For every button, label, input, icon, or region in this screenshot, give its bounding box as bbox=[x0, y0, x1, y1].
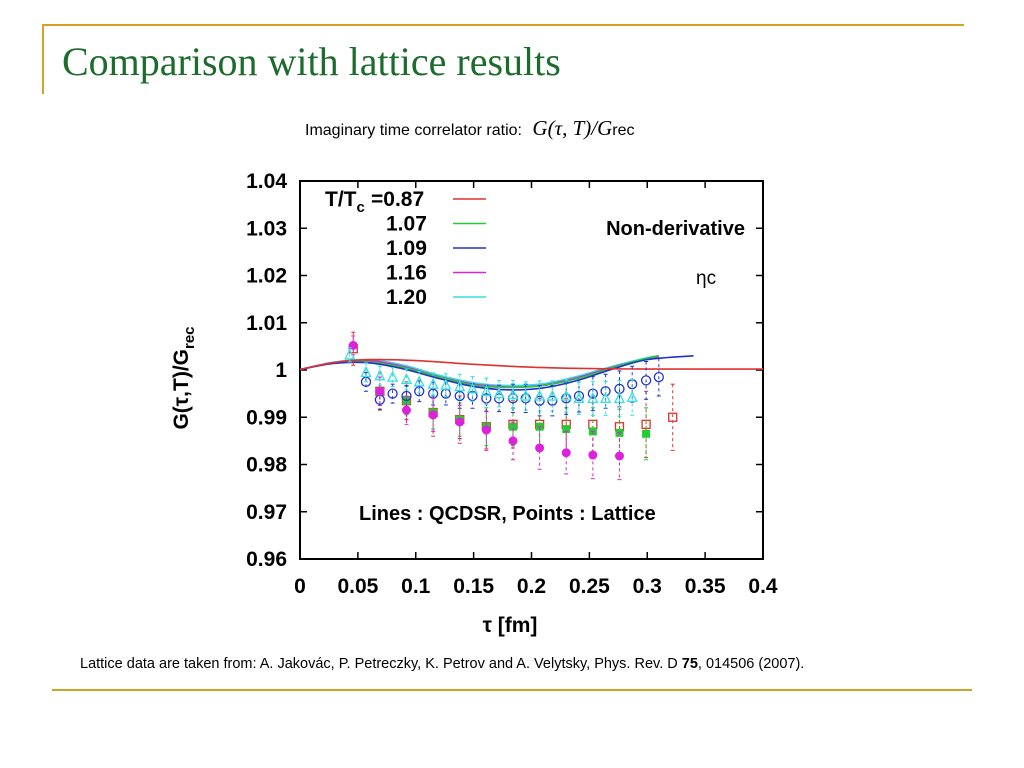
x-tick-label: 0.4 bbox=[748, 575, 778, 598]
x-tick-label: 0.35 bbox=[685, 575, 726, 598]
axis-ticks: 0 0.05 0.1 0.15 0.2 0.25 0.3 0.35 0.4 0.96 0.97 0.9… bbox=[246, 170, 778, 598]
x-tick-label: 0.3 bbox=[633, 575, 662, 598]
lattice-point bbox=[626, 390, 638, 403]
lattice-point bbox=[613, 391, 626, 404]
subtitle-formula-main: G(τ, T)/G bbox=[532, 116, 613, 140]
lattice-point bbox=[587, 391, 599, 404]
lattice-point bbox=[573, 391, 585, 404]
y-tick-label: 1.04 bbox=[246, 170, 287, 193]
lattice-point bbox=[387, 370, 399, 382]
x-tick-label: 0.25 bbox=[569, 575, 610, 598]
lattice-point bbox=[428, 410, 438, 420]
y-axis-title-sub: rec bbox=[181, 326, 198, 349]
legend-label-1-07: 1.07 bbox=[386, 213, 427, 236]
y-axis-title: G(τ,T)/Grec bbox=[170, 326, 198, 429]
legend-label-1-16: 1.16 bbox=[386, 262, 427, 285]
lattice-point bbox=[668, 412, 678, 422]
lattice-point bbox=[454, 380, 466, 392]
subtitle-formula: G(τ, T)/Grec bbox=[532, 116, 634, 140]
lattice-point bbox=[360, 365, 372, 378]
lattice-point bbox=[642, 429, 651, 438]
lattice-point bbox=[508, 436, 518, 446]
x-tick-label: 0.2 bbox=[517, 575, 546, 598]
y-tick-label: 0.98 bbox=[246, 454, 287, 477]
lattice-point bbox=[374, 369, 386, 381]
subtitle-formula-sub: rec bbox=[612, 122, 635, 139]
lattice-point bbox=[481, 425, 491, 435]
x-tick-label: 0.1 bbox=[401, 575, 431, 598]
y-tick-label: 1.01 bbox=[246, 312, 287, 335]
y-tick-label: 0.97 bbox=[246, 501, 287, 524]
citation-text: Lattice data are taken from: A. Jakovác,… bbox=[80, 656, 682, 672]
lattice-point bbox=[413, 375, 425, 387]
lattice-point bbox=[535, 443, 545, 453]
lattice-point bbox=[454, 390, 465, 402]
lattice-point bbox=[401, 405, 411, 415]
y-axis-title-main: G(τ,T)/G bbox=[170, 349, 193, 430]
legend: =0.871.071.091.161.20 bbox=[371, 188, 486, 309]
lattice-point bbox=[414, 386, 425, 397]
correlator-ratio-chart: 0 0.05 0.1 0.15 0.2 0.25 0.3 0.35 0.4 0.96 0.97 0.9… bbox=[170, 170, 778, 637]
lattice-point bbox=[466, 382, 479, 394]
left-rule bbox=[42, 24, 44, 94]
lattice-point bbox=[653, 371, 664, 383]
lattice-point bbox=[400, 372, 413, 385]
lattice-point bbox=[480, 384, 492, 396]
y-tick-label: 0.99 bbox=[246, 406, 287, 429]
qcdsr-line-0-87 bbox=[299, 358, 763, 371]
legend-header-main: T/T bbox=[325, 188, 357, 211]
y-tick-label: 1 bbox=[275, 359, 287, 382]
qcdsr-line-1-07 bbox=[299, 355, 659, 389]
y-tick-label: 1.03 bbox=[246, 217, 287, 240]
lattice-point bbox=[562, 425, 571, 434]
lattice-point bbox=[440, 378, 452, 390]
lines-points-note: Lines : QCDSR, Points : Lattice bbox=[359, 503, 656, 525]
x-axis-title: τ [fm] bbox=[483, 614, 538, 637]
lattice-point bbox=[387, 388, 398, 399]
slide-title: Comparison with lattice results bbox=[62, 39, 561, 84]
lattice-point bbox=[507, 388, 519, 400]
lattice-point bbox=[401, 390, 412, 402]
lattice-point bbox=[614, 451, 624, 461]
lattice-point bbox=[493, 387, 505, 399]
top-rule bbox=[42, 24, 964, 26]
lattice-point bbox=[508, 422, 517, 431]
lattice-point bbox=[375, 386, 385, 396]
lattice-point bbox=[640, 375, 652, 386]
legend-header-sub: c bbox=[357, 199, 365, 216]
lattice-point bbox=[588, 450, 598, 460]
y-tick-label: 0.96 bbox=[246, 548, 287, 571]
lattice-point bbox=[561, 448, 571, 458]
citation-tail: , 014506 (2007). bbox=[697, 656, 805, 672]
legend-label-0-87: =0.87 bbox=[371, 188, 424, 211]
lattice-point bbox=[520, 389, 532, 401]
subtitle-prefix: Imaginary time correlator ratio: bbox=[305, 122, 522, 139]
x-tick-label: 0 bbox=[294, 575, 306, 598]
legend-label-1-20: 1.20 bbox=[386, 286, 427, 309]
citation: Lattice data are taken from: A. Jakovác,… bbox=[80, 656, 804, 672]
lattice-point bbox=[560, 389, 572, 401]
lattice-points bbox=[344, 331, 678, 481]
lattice-point bbox=[546, 389, 558, 401]
x-tick-label: 0.05 bbox=[337, 575, 378, 598]
x-tick-label: 0.15 bbox=[453, 575, 494, 598]
lattice-point bbox=[455, 417, 465, 427]
lattice-point bbox=[427, 377, 439, 389]
citation-volume: 75 bbox=[681, 656, 698, 672]
y-tick-label: 1.02 bbox=[246, 265, 287, 288]
chart-subtitle: Imaginary time correlator ratio: G(τ, T)… bbox=[305, 116, 635, 141]
bottom-rule bbox=[52, 689, 972, 691]
mode-annotation: Non-derivative bbox=[606, 218, 745, 240]
state-annotation: ηc bbox=[696, 268, 716, 289]
lattice-point bbox=[600, 391, 612, 404]
legend-label-1-09: 1.09 bbox=[386, 237, 427, 260]
lattice-point bbox=[344, 348, 356, 360]
lattice-point bbox=[534, 389, 546, 401]
legend-header: T/Tc bbox=[325, 188, 365, 216]
